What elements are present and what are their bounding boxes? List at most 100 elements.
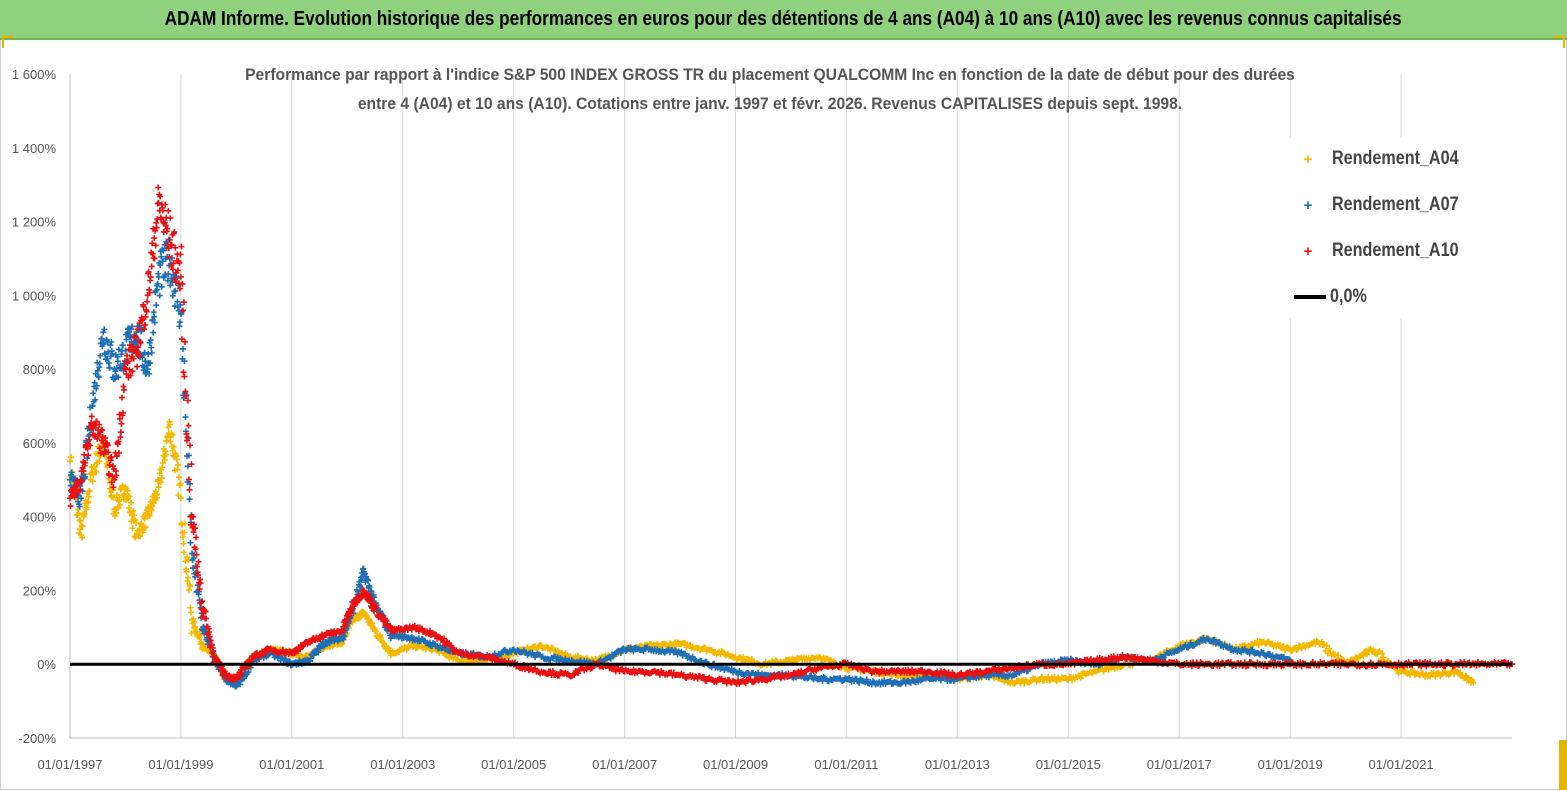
- series-marker: [740, 653, 747, 660]
- series-marker: [146, 512, 153, 519]
- data-point: [67, 458, 73, 465]
- legend-label-a04: Rendement_A04: [1332, 148, 1459, 169]
- series-marker: [109, 350, 116, 357]
- series-marker: [130, 344, 137, 351]
- series-marker: [197, 580, 204, 587]
- series-marker: [98, 335, 105, 342]
- series-marker: [169, 431, 176, 438]
- series-marker: [136, 351, 143, 358]
- series-marker: [183, 554, 190, 561]
- series-marker: [128, 499, 135, 506]
- series-marker: [184, 574, 191, 581]
- series-marker: [176, 285, 183, 292]
- series-marker: [549, 668, 556, 675]
- series-marker: [339, 640, 346, 647]
- series-marker: [136, 526, 143, 533]
- series-marker: [195, 572, 202, 579]
- series-marker: [175, 492, 182, 499]
- series-marker: [95, 374, 102, 381]
- series-marker: [179, 307, 186, 314]
- series-marker: [1432, 673, 1439, 680]
- resize-handle[interactable]: [1559, 740, 1567, 790]
- data-point: [177, 495, 184, 502]
- data-point: [155, 273, 162, 280]
- series-marker: [202, 608, 209, 615]
- series-marker: [185, 452, 192, 459]
- series-marker: [88, 413, 95, 420]
- series-marker: [115, 346, 122, 353]
- series-marker: [137, 339, 144, 346]
- series-marker: [97, 449, 104, 456]
- series-marker: [245, 669, 252, 676]
- chart-title-line-2: entre 4 (A04) et 10 ans (A10). Cotations…: [357, 94, 1183, 113]
- series-marker: [93, 382, 100, 389]
- series-marker: [1323, 642, 1330, 649]
- series-marker: [113, 472, 120, 479]
- data-point: [133, 347, 140, 354]
- x-tick-label: 01/01/2009: [703, 757, 768, 772]
- series-marker: [82, 474, 89, 481]
- legend-item-a07: + Rendement_A07: [1288, 190, 1481, 220]
- series-marker: [84, 445, 91, 452]
- series-marker: [90, 390, 97, 397]
- series-marker: [607, 655, 614, 662]
- series-marker: [742, 680, 749, 687]
- series-marker: [123, 371, 130, 378]
- series-rendement_a04: [67, 418, 1477, 688]
- series-marker: [159, 258, 166, 265]
- x-tick-label: 01/01/2007: [592, 757, 657, 772]
- series-marker: [909, 666, 916, 673]
- series-marker: [748, 656, 755, 663]
- series-marker: [441, 635, 448, 642]
- data-point: [155, 200, 162, 207]
- series-marker: [701, 673, 708, 680]
- series-marker: [210, 648, 217, 655]
- series-marker: [368, 596, 375, 603]
- series-marker: [165, 245, 172, 252]
- series-marker: [182, 393, 189, 400]
- chart-title: Performance par rapport à l'indice S&P 5…: [120, 60, 1420, 118]
- series-marker: [80, 468, 87, 475]
- series-marker: [142, 358, 149, 365]
- series-marker: [151, 313, 158, 320]
- series-marker: [364, 577, 371, 584]
- chart-title-line-1: Performance par rapport à l'indice S&P 5…: [245, 65, 1295, 84]
- series-marker: [193, 626, 200, 633]
- series-marker: [96, 421, 103, 428]
- x-tick-label: 01/01/2001: [259, 757, 324, 772]
- series-layer: [67, 184, 1515, 690]
- series-marker: [181, 520, 188, 527]
- series-marker: [124, 358, 131, 365]
- series-marker: [90, 471, 97, 478]
- series-marker: [449, 644, 456, 651]
- series-marker: [673, 643, 680, 650]
- series-marker: [82, 459, 89, 466]
- series-marker: [158, 216, 165, 223]
- x-tick-label: 01/01/2021: [1369, 757, 1434, 772]
- series-marker: [169, 292, 176, 299]
- series-marker: [193, 551, 200, 558]
- series-marker: [192, 525, 199, 532]
- series-marker: [180, 549, 187, 556]
- series-marker: [181, 373, 188, 380]
- series-marker: [170, 260, 177, 267]
- y-tick-label: 1 400%: [12, 141, 57, 156]
- series-marker: [208, 641, 215, 648]
- series-marker: [149, 240, 156, 247]
- series-marker: [183, 430, 190, 437]
- y-tick-label: 800%: [23, 362, 57, 377]
- series-marker: [195, 558, 202, 565]
- series-marker: [132, 517, 139, 524]
- y-tick-label: 1 600%: [12, 67, 57, 82]
- series-marker: [130, 508, 137, 515]
- series-marker: [150, 329, 157, 336]
- series-marker: [186, 583, 193, 590]
- series-marker: [79, 477, 86, 484]
- series-marker: [142, 313, 149, 320]
- selection-corner-right: [1553, 36, 1565, 48]
- series-marker: [86, 424, 93, 431]
- series-marker: [67, 503, 74, 510]
- series-marker: [196, 586, 203, 593]
- chart-grid: [69, 74, 1512, 739]
- series-marker: [124, 487, 131, 494]
